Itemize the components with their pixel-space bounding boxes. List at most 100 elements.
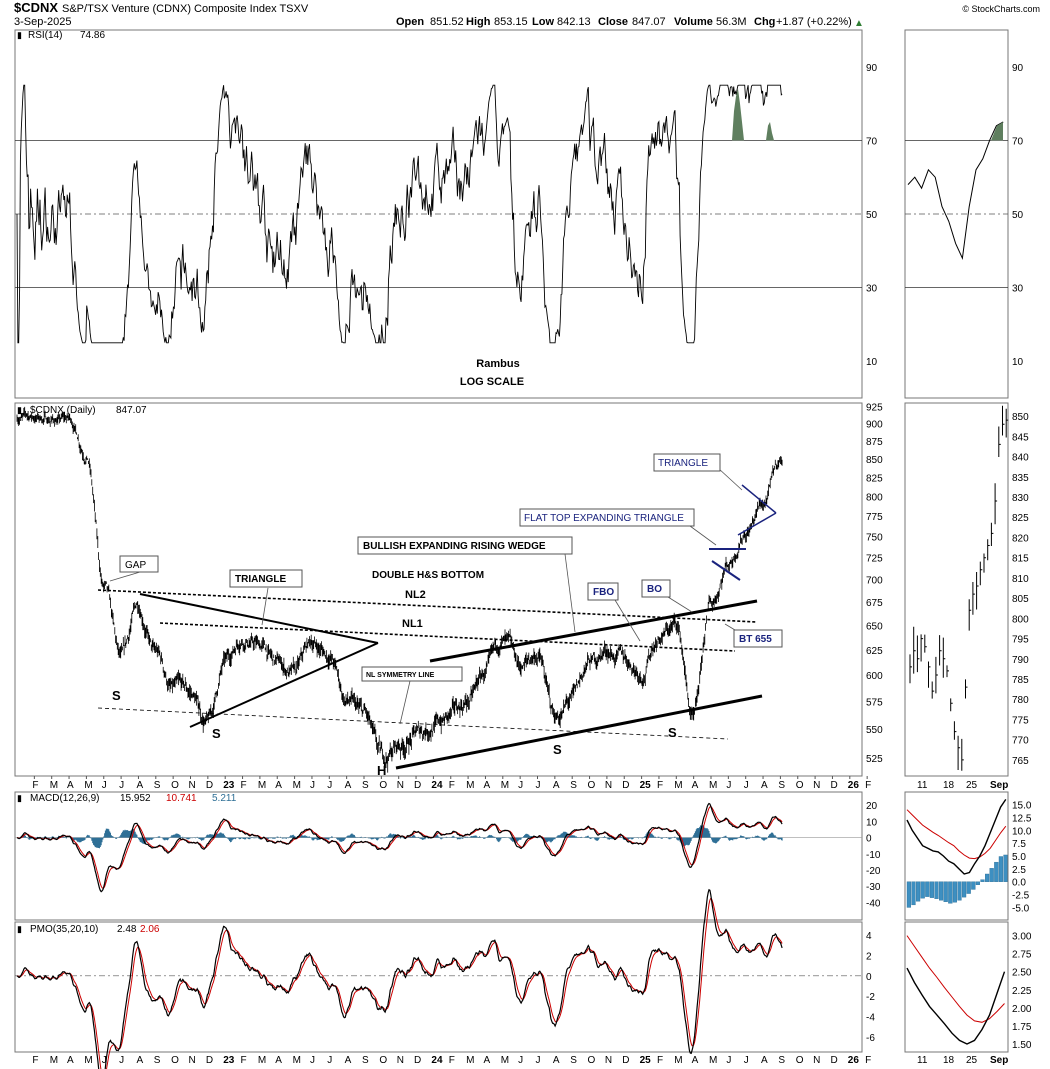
x-tick-label: S <box>362 1055 369 1066</box>
inset-macd-hist-bar <box>966 881 971 894</box>
inset-price-ytick: 825 <box>1012 513 1029 524</box>
svg-text:High: High <box>466 16 491 28</box>
x-tick-label: A <box>345 1055 352 1066</box>
macd-ytick: -20 <box>866 866 881 877</box>
svg-text:▮: ▮ <box>17 405 22 415</box>
rsi-line <box>16 84 783 344</box>
price-ytick: 925 <box>866 402 883 413</box>
svg-text:RSI(14): RSI(14) <box>28 30 62 41</box>
x-tick-label: A <box>483 1055 490 1066</box>
inset-price-bars <box>909 405 1009 771</box>
svg-text:$CDNX (Daily): $CDNX (Daily) <box>30 405 96 416</box>
inset-macd-hist-bar <box>985 873 990 882</box>
x-tick-label: N <box>605 1055 612 1066</box>
x-tick-label: F <box>865 1055 871 1066</box>
x-tick-label: D <box>206 1055 213 1066</box>
wedge-upper <box>429 599 758 663</box>
wedge-lower <box>395 694 763 770</box>
macd-ytick: -30 <box>866 882 881 893</box>
annotation-double-hs: DOUBLE H&S BOTTOM <box>372 570 484 581</box>
svg-text:851.52: 851.52 <box>430 16 464 28</box>
macd-signal-line <box>16 806 783 889</box>
x-tick-label: F <box>241 1055 247 1066</box>
price-ytick: 825 <box>866 473 883 484</box>
x-tick-label: D <box>830 1055 837 1066</box>
pmo-title: ▮ PMO(35,20,10) 2.48 2.06 <box>17 924 160 935</box>
inset-x-tick: 18 <box>943 780 955 791</box>
x-tick-label: N <box>397 1055 404 1066</box>
x-tick-label: M <box>674 1055 682 1066</box>
x-tick-label: O <box>171 1055 179 1066</box>
price-ytick: 675 <box>866 598 883 609</box>
rsi-overbought-fill <box>732 88 744 141</box>
x-tick-label: M <box>501 1055 509 1066</box>
macd-ytick: -40 <box>866 898 881 909</box>
inset-rsi-overbought-fill <box>991 122 1003 141</box>
rsi-overbought-fill <box>766 122 774 141</box>
inset-macd-hist-bar <box>929 881 934 898</box>
rsi-ytick: 50 <box>866 210 878 221</box>
annotation-triangle-2: TRIANGLE <box>658 458 708 469</box>
inset-macd-hist-bar <box>920 881 925 899</box>
svg-text:847.07: 847.07 <box>632 16 666 28</box>
inset-macd-hist-bar <box>962 881 967 898</box>
inset-price-ytick: 770 <box>1012 736 1029 747</box>
shoulder-label-2: S <box>212 726 221 741</box>
expanding-bottom-line <box>711 560 741 581</box>
price-ytick: 700 <box>866 575 883 586</box>
inset-pmo-ytick: 2.00 <box>1012 1004 1032 1015</box>
x-tick-label: F <box>241 780 247 791</box>
inset-macd-ytick: 0.0 <box>1012 878 1026 889</box>
rsi-ytick: 10 <box>866 357 878 368</box>
inset-pmo-ytick: 2.75 <box>1012 950 1032 961</box>
annotation-nl-symmetry: NL SYMMETRY LINE <box>366 672 435 679</box>
x-tick-label: J <box>536 780 541 791</box>
shoulder-label-3: S <box>553 742 562 757</box>
x-tick-label: M <box>50 780 58 791</box>
rsi-ytick: 70 <box>866 136 878 147</box>
svg-text:5.211: 5.211 <box>212 793 237 804</box>
inset-x-tick: 18 <box>943 1055 955 1066</box>
inset-price-ytick: 845 <box>1012 432 1029 443</box>
macd-ytick: -10 <box>866 850 881 861</box>
inset-macd-ytick: 2.5 <box>1012 865 1026 876</box>
x-tick-label: J <box>327 1055 332 1066</box>
x-tick-label: M <box>258 780 266 791</box>
macd-title: ▮ MACD(12,26,9) 15.952 10.741 5.211 <box>17 793 237 804</box>
inset-macd-hist-bar <box>1003 854 1008 882</box>
x-tick-label: J <box>310 1055 315 1066</box>
x-tick-label: M <box>674 780 682 791</box>
index-name: S&P/TSX Venture (CDNX) Composite Index T… <box>62 3 309 15</box>
x-tick-label: F <box>657 1055 663 1066</box>
x-tick-label: O <box>588 780 596 791</box>
x-tick-label: O <box>796 1055 804 1066</box>
x-tick-label: 24 <box>431 780 443 791</box>
annotation-nl1: NL1 <box>402 618 423 630</box>
x-tick-label: S <box>570 1055 577 1066</box>
inset-x-tick: 11 <box>917 1055 928 1066</box>
up-arrow-icon: ▲ <box>854 18 864 29</box>
inset-macd-ytick: -5.0 <box>1012 903 1030 914</box>
panel-frame-macd <box>14 791 863 921</box>
inset-rsi-line <box>907 121 1004 260</box>
x-tick-label: F <box>32 780 38 791</box>
price-ytick: 750 <box>866 533 883 544</box>
inset-macd-hist-bar <box>948 881 953 904</box>
inset-frame-macd <box>904 791 1009 921</box>
annotation-bt-655: BT 655 <box>739 634 772 645</box>
x-tick-label: J <box>102 1055 107 1066</box>
x-tick-label: N <box>605 780 612 791</box>
price-ytick: 525 <box>866 754 883 765</box>
inset-macd-line <box>906 799 1007 875</box>
x-tick-label: S <box>778 1055 785 1066</box>
inset-x-tick: 11 <box>917 780 928 791</box>
inset-macd-hist-bar <box>952 881 957 903</box>
x-tick-label: S <box>154 780 161 791</box>
inset-rsi-ytick: 30 <box>1012 284 1024 295</box>
x-tick-label: F <box>449 1055 455 1066</box>
x-tick-label: A <box>692 780 699 791</box>
callout-pointer <box>564 553 576 633</box>
x-tick-label: D <box>414 1055 421 1066</box>
annotation-flat-top-triangle: FLAT TOP EXPANDING TRIANGLE <box>524 513 684 524</box>
x-tick-label: N <box>813 1055 820 1066</box>
